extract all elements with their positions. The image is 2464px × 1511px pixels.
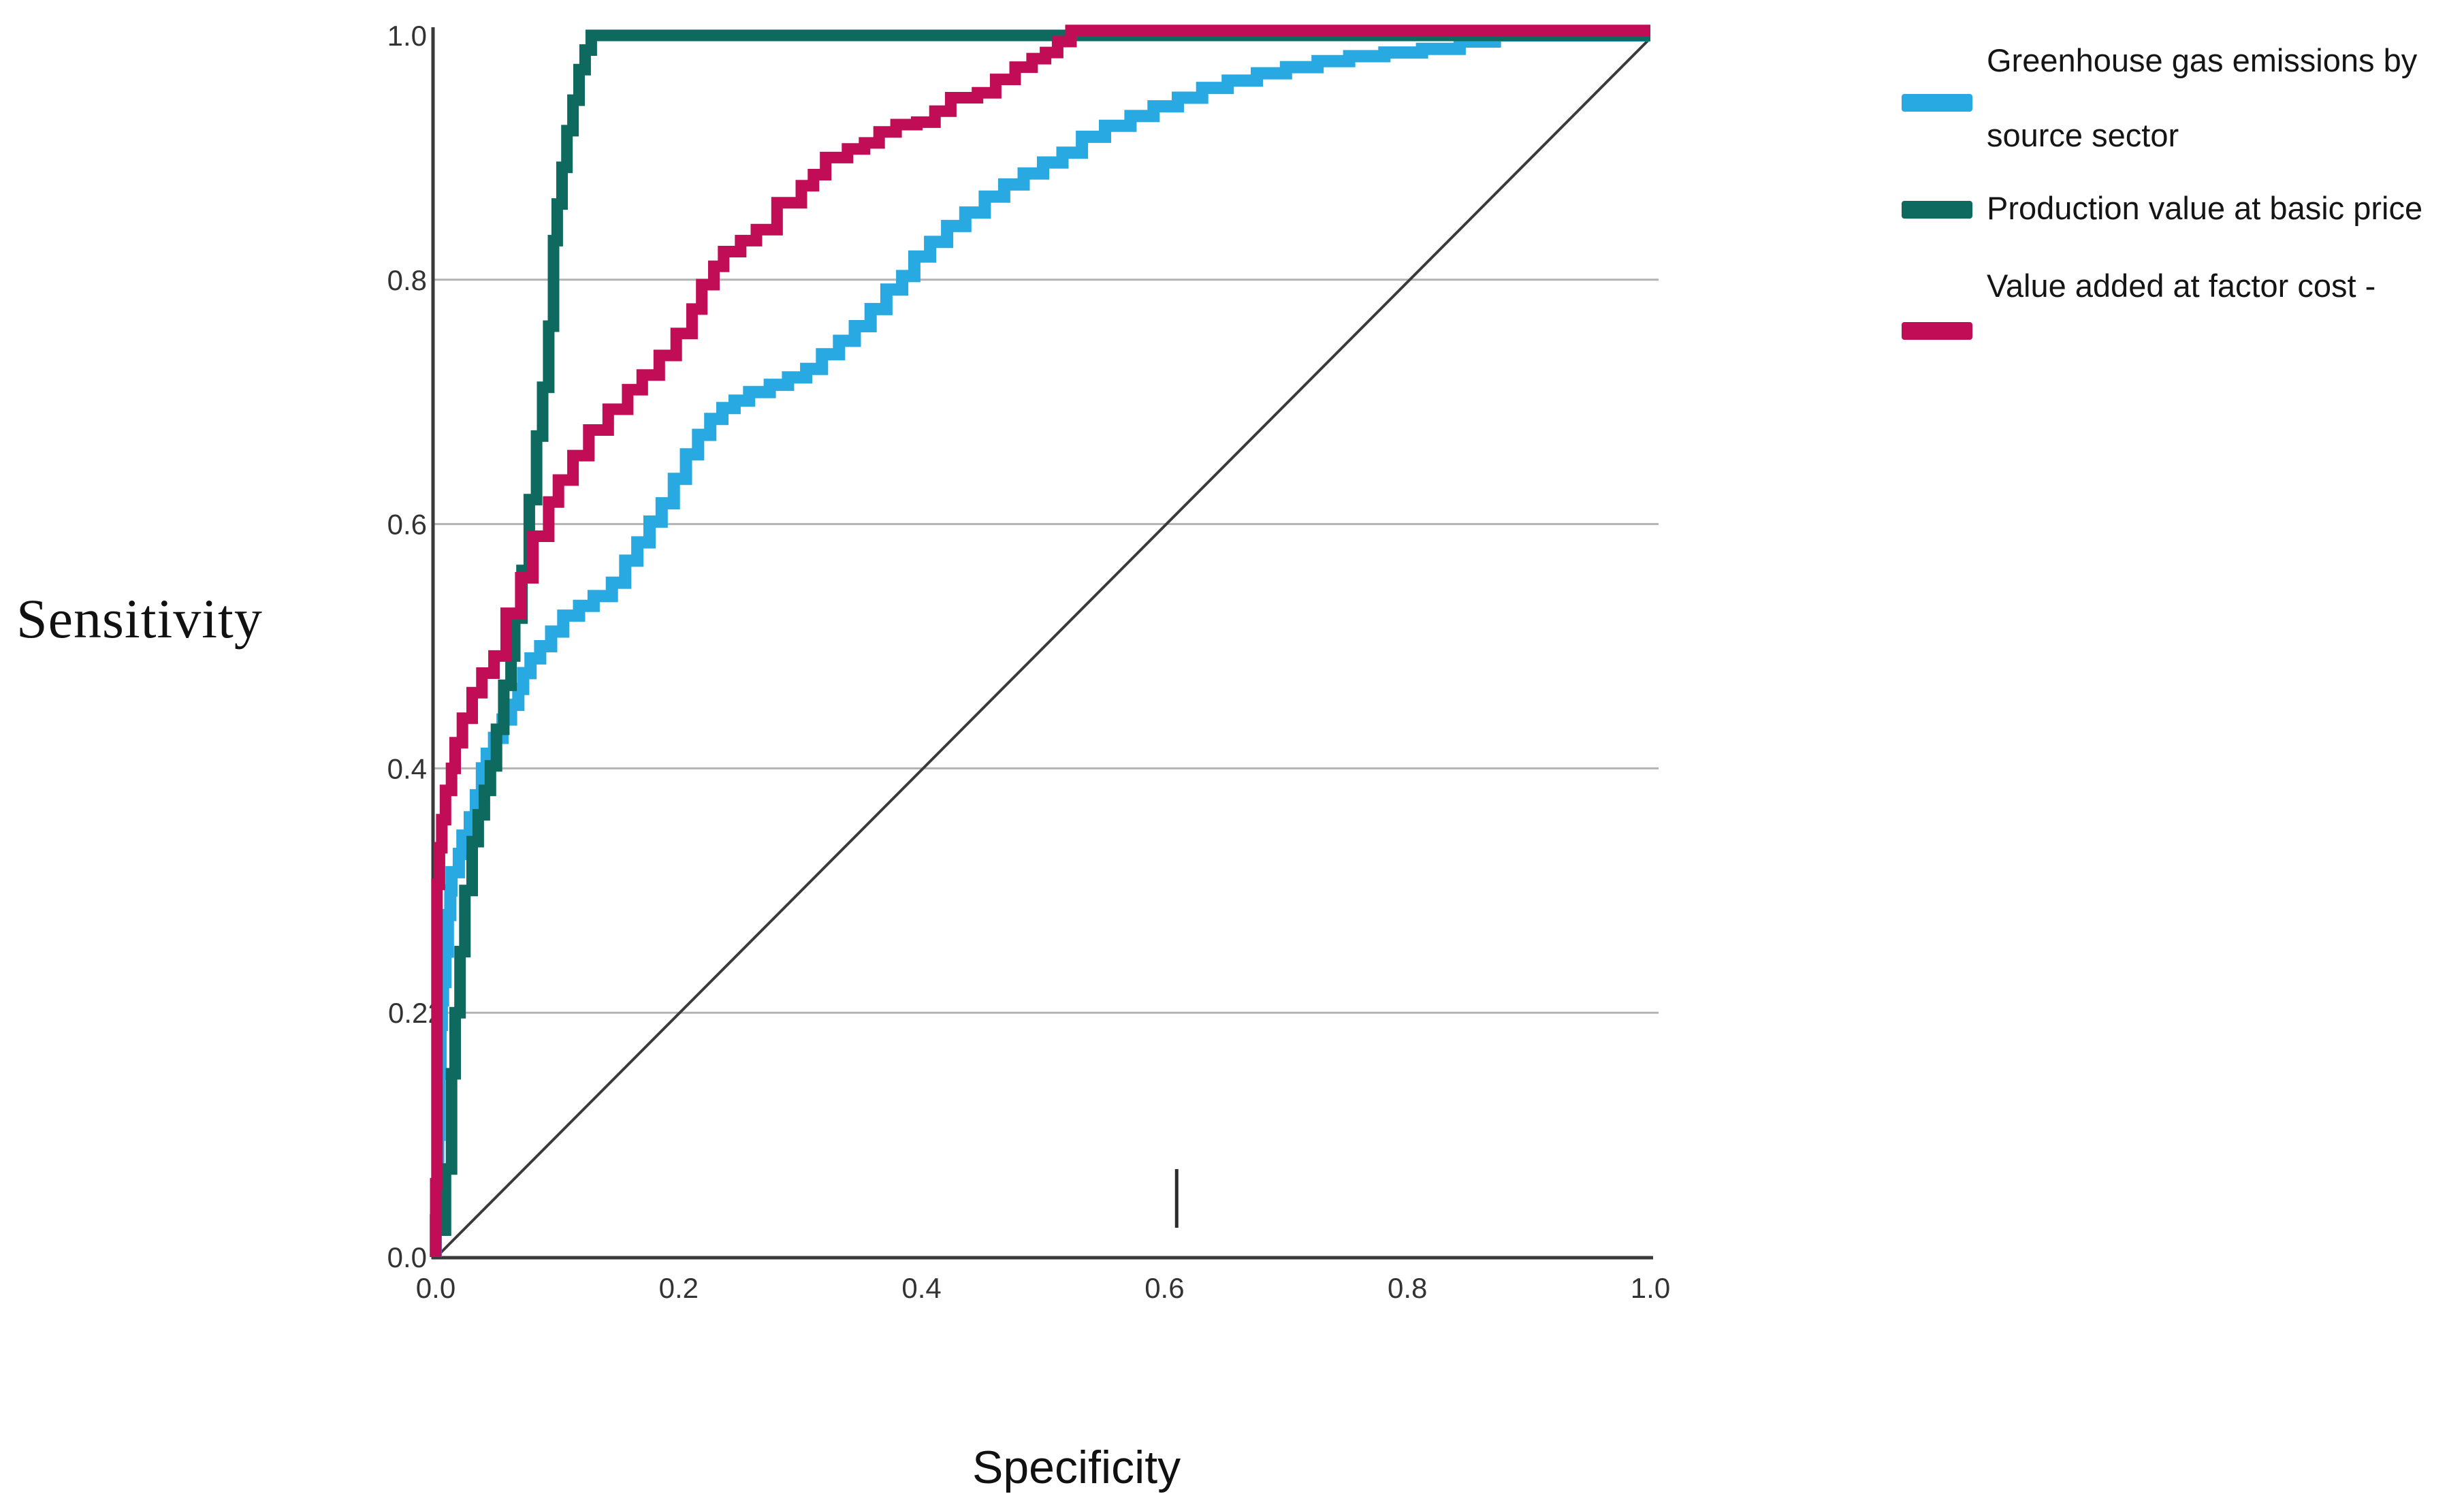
y-tick-label: 0.8: [387, 264, 427, 296]
x-tick-label: 0.8: [1388, 1272, 1427, 1304]
x-tick-label: 1.0: [1631, 1272, 1670, 1304]
x-tick-label: 0.2: [659, 1272, 699, 1304]
roc-curve-0: [430, 29, 1650, 1257]
y-tick-label: 0.0: [387, 1241, 427, 1273]
x-tick-label: 0.0: [416, 1272, 455, 1304]
x-tick-label: 0.6: [1145, 1272, 1184, 1304]
x-axis-title: Specificity: [972, 1442, 1181, 1493]
diagonal-reference-line: [436, 38, 1650, 1258]
y-tick-label: 0.6: [387, 509, 427, 541]
roc-curve-1: [430, 29, 1650, 1257]
y-tick-label: 0.4: [387, 752, 427, 784]
y-axis-title: Sensitivity: [16, 588, 263, 650]
y-tick-label: 1.0: [387, 20, 427, 52]
roc-curve-2: [430, 25, 1650, 1257]
x-tick-label: 0.4: [901, 1272, 941, 1304]
